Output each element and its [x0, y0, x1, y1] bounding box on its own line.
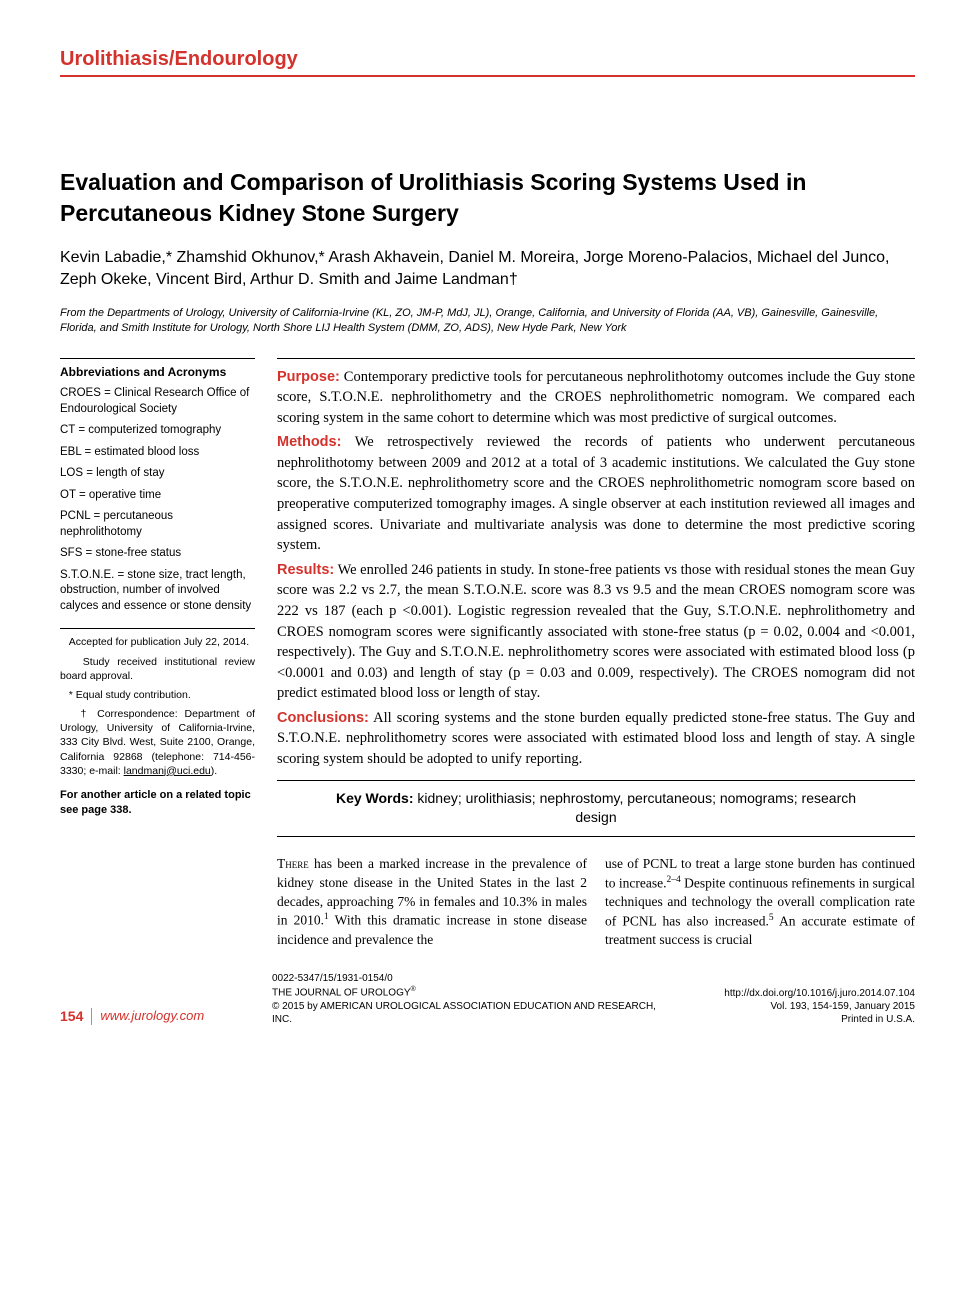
sidebar: Abbreviations and Acronyms CROES = Clini…: [60, 358, 255, 951]
abstract-purpose: Purpose: Contemporary predictive tools f…: [277, 367, 915, 429]
abstract-methods: Methods: We retrospectively reviewed the…: [277, 432, 915, 555]
abstract-results: Results: We enrolled 246 patients in stu…: [277, 560, 915, 704]
abbreviations-box: Abbreviations and Acronyms CROES = Clini…: [60, 358, 255, 615]
journal-url[interactable]: www.jurology.com: [91, 1008, 204, 1025]
authors-list: Kevin Labadie,* Zhamshid Okhunov,* Arash…: [60, 247, 915, 292]
abbrev-item: EBL = estimated blood loss: [60, 445, 255, 461]
abbrev-item: CROES = Clinical Research Office of Endo…: [60, 386, 255, 417]
abbrev-item: SFS = stone-free status: [60, 546, 255, 562]
abbrev-item: LOS = length of stay: [60, 466, 255, 482]
copyright: © 2015 by AMERICAN UROLOGICAL ASSOCIATIO…: [272, 1000, 675, 1026]
article-title: Evaluation and Comparison of Urolithiasi…: [60, 167, 915, 229]
footer-center: 0022-5347/15/1931-0154/0 THE JOURNAL OF …: [272, 972, 675, 1025]
page-footer: 154 www.jurology.com 0022-5347/15/1931-0…: [60, 972, 915, 1025]
section-header: Urolithiasis/Endourology: [60, 48, 915, 77]
citation-ref: 2–4: [667, 875, 681, 885]
abstract-and-body: Purpose: Contemporary predictive tools f…: [277, 358, 915, 951]
keywords-label: Key Words:: [336, 790, 414, 806]
doi-link[interactable]: http://dx.doi.org/10.1016/j.juro.2014.07…: [675, 987, 915, 1000]
correspondence-email[interactable]: landmanj@uci.edu: [124, 765, 211, 777]
abbrev-item: S.T.O.N.E. = stone size, tract length, o…: [60, 568, 255, 615]
footer-right: http://dx.doi.org/10.1016/j.juro.2014.07…: [675, 987, 915, 1026]
body-first-word: There: [277, 856, 309, 871]
main-content: Abbreviations and Acronyms CROES = Clini…: [60, 358, 915, 951]
keywords-box: Key Words: kidney; urolithiasis; nephros…: [277, 780, 915, 837]
abbrev-item: CT = computerized tomography: [60, 423, 255, 439]
abstract-conclusions: Conclusions: All scoring systems and the…: [277, 708, 915, 770]
affiliation: From the Departments of Urology, Univers…: [60, 306, 915, 336]
journal-name: THE JOURNAL OF UROLOGY®: [272, 985, 675, 999]
printed-in: Printed in U.S.A.: [675, 1013, 915, 1026]
results-label: Results:: [277, 562, 334, 578]
issn: 0022-5347/15/1931-0154/0: [272, 972, 675, 985]
irb-note: Study received institutional review boar…: [60, 655, 255, 683]
purpose-label: Purpose:: [277, 369, 340, 385]
abbrev-item: PCNL = percutaneous nephrolithotomy: [60, 509, 255, 540]
abbrev-item: OT = operative time: [60, 488, 255, 504]
page-number: 154: [60, 1007, 83, 1025]
related-article-note: For another article on a related topic s…: [60, 788, 255, 818]
body-column-2: use of PCNL to treat a large stone burde…: [605, 855, 915, 950]
abbreviations-heading: Abbreviations and Acronyms: [60, 365, 255, 381]
body-text-columns: There has been a marked increase in the …: [277, 855, 915, 950]
body-column-1: There has been a marked increase in the …: [277, 855, 587, 950]
abstract: Purpose: Contemporary predictive tools f…: [277, 358, 915, 837]
correspondence-note: † Correspondence: Department of Urology,…: [60, 707, 255, 778]
volume-info: Vol. 193, 154-159, January 2015: [675, 1000, 915, 1013]
equal-contribution-note: * Equal study contribution.: [60, 688, 255, 702]
conclusions-label: Conclusions:: [277, 710, 369, 726]
methods-label: Methods:: [277, 434, 341, 450]
footer-left: 154 www.jurology.com: [60, 1007, 272, 1025]
keywords-text: kidney; urolithiasis; nephrostomy, percu…: [414, 790, 857, 826]
accepted-date: Accepted for publication July 22, 2014.: [60, 635, 255, 649]
sidebar-notes: Accepted for publication July 22, 2014. …: [60, 628, 255, 778]
